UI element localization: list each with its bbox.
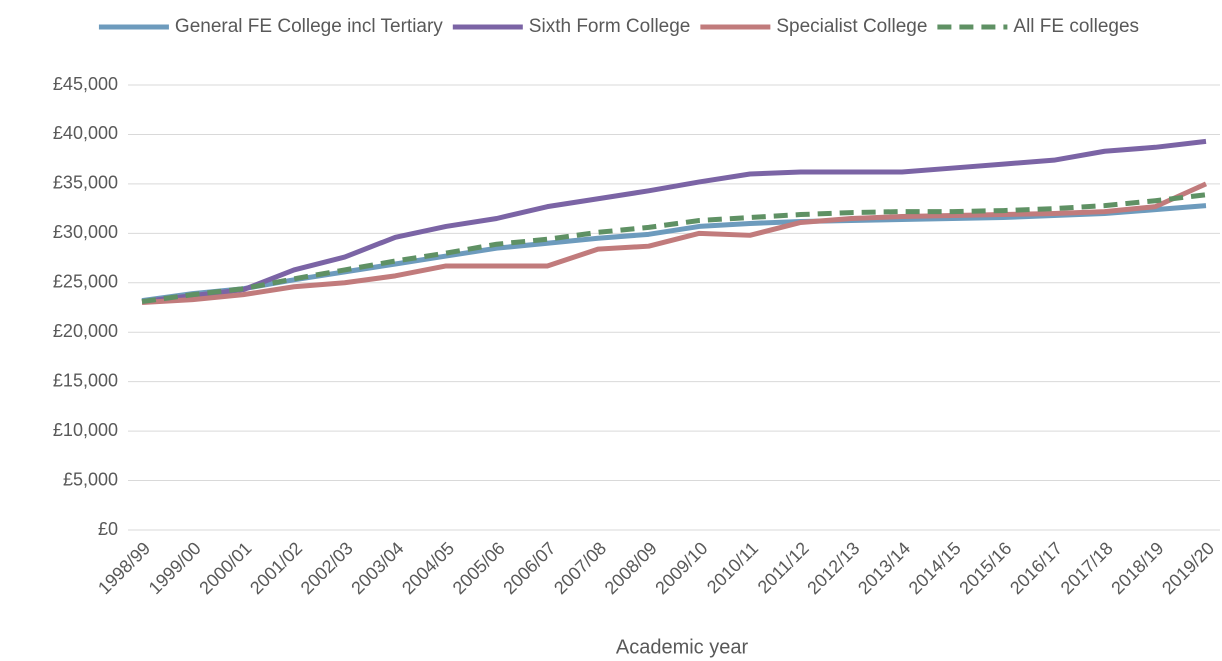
y-tick-label: £10,000 [53, 420, 118, 440]
legend: General FE College incl Tertiary Sixth Fo… [98, 16, 1139, 37]
x-tick-label: 2006/07 [499, 538, 559, 598]
series-line [141, 138, 1207, 305]
x-tick-label: 2019/20 [1158, 538, 1218, 598]
x-tick-label: 2014/15 [905, 538, 965, 598]
legend-label: All FE colleges [1013, 16, 1139, 37]
legend-label: Sixth Form College [529, 16, 691, 37]
x-tick-label: 2013/14 [854, 538, 914, 598]
series-line [141, 192, 1207, 305]
x-tick-label: 2012/13 [803, 538, 863, 598]
x-tick-label: 2005/06 [449, 538, 509, 598]
x-tick-label: 2007/08 [550, 538, 610, 598]
series-line [141, 181, 1208, 306]
y-tick-label: £40,000 [53, 123, 118, 143]
y-tick-label: £45,000 [53, 74, 118, 94]
y-tick-label: £0 [98, 519, 118, 539]
legend-label: Specialist College [776, 16, 927, 37]
y-tick-label: £20,000 [53, 321, 118, 341]
x-tick-label: 1999/00 [145, 538, 205, 598]
x-tick-label: 2001/02 [246, 538, 306, 598]
x-tick-label: 2017/18 [1057, 538, 1117, 598]
y-tick-label: £5,000 [63, 469, 118, 489]
x-tick-label: 2000/01 [195, 538, 255, 598]
x-tick-label: 2008/09 [601, 538, 661, 598]
x-tick-label: 2016/17 [1006, 538, 1066, 598]
x-tick-label: 2004/05 [398, 538, 458, 598]
legend-label: General FE College incl Tertiary [175, 16, 443, 37]
x-axis-title: Academic year [616, 636, 749, 658]
y-tick-label: £25,000 [53, 272, 118, 292]
y-tick-label: £35,000 [53, 173, 118, 193]
x-tick-label: 2010/11 [703, 538, 762, 597]
x-tick-label: 1998/99 [94, 538, 154, 598]
x-tick-label: 2018/19 [1107, 538, 1167, 598]
x-tick-label: 2002/03 [297, 538, 357, 598]
x-tick-label: 2011/12 [754, 538, 813, 597]
x-tick-label: 2015/16 [955, 538, 1015, 598]
x-tick-label: 2009/10 [651, 538, 711, 598]
y-tick-label: £15,000 [53, 370, 118, 390]
x-tick-label: 2003/04 [347, 538, 407, 598]
y-tick-label: £30,000 [53, 222, 118, 242]
